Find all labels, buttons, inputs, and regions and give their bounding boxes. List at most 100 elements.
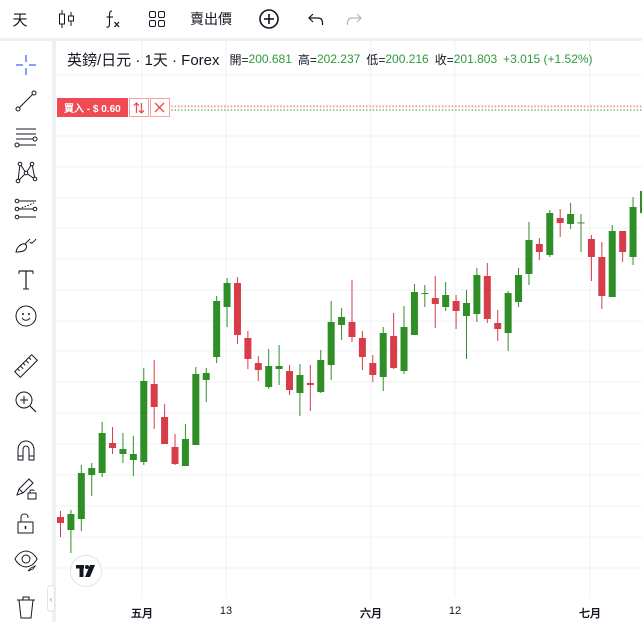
chevron-left-icon: ‹: [49, 593, 53, 604]
candle-up: [400, 327, 408, 371]
candle-down: [556, 218, 564, 223]
candle-down: [171, 447, 179, 464]
candle-up: [421, 293, 429, 294]
high-label: 高=: [297, 52, 317, 67]
candle-down: [587, 239, 595, 257]
candle-up: [546, 213, 554, 255]
pencil-lock-icon: [16, 478, 37, 500]
tool-pattern[interactable]: [10, 157, 42, 187]
reverse-arrows-icon: [133, 101, 145, 114]
tool-measure[interactable]: [10, 351, 42, 381]
candle-down: [306, 383, 314, 385]
brush-icon: [15, 238, 37, 253]
trend-line-icon: [15, 90, 37, 112]
tool-brush[interactable]: [10, 229, 42, 259]
tool-hide-drawings[interactable]: [10, 545, 42, 575]
tradingview-logo-icon: [76, 565, 95, 577]
candle-down: [233, 283, 241, 335]
chart-pane[interactable]: 英鎊/日元 · 1天 · Forex 開= 200.681 高= 202.237…: [56, 41, 642, 622]
collapse-toolbar-button[interactable]: ‹: [47, 585, 55, 612]
fx-icon: [106, 10, 120, 28]
candle-down: [244, 338, 252, 359]
tool-projection[interactable]: [10, 194, 42, 224]
text-icon: [18, 270, 34, 290]
candle-up: [629, 207, 637, 257]
add-compare-button[interactable]: [257, 0, 281, 38]
candle-down: [619, 231, 627, 252]
time-axis-label: 13: [219, 605, 233, 617]
candle-down: [57, 517, 64, 523]
close-icon: [154, 102, 165, 113]
tool-stay-in-drawing-mode[interactable]: [10, 473, 42, 503]
candle-up: [473, 275, 481, 314]
candle-up: [515, 275, 523, 302]
candle-down: [598, 257, 606, 296]
tool-text[interactable]: [10, 265, 42, 295]
candle-down: [150, 384, 158, 407]
candle-up: [77, 473, 85, 519]
candle-down: [348, 322, 356, 337]
pattern-icon: [15, 161, 38, 184]
symbol-legend: 英鎊/日元 · 1天 · Forex 開= 200.681 高= 202.237…: [67, 47, 593, 71]
tool-crosshair[interactable]: [10, 50, 42, 80]
candle-up: [213, 301, 221, 357]
cancel-order-button[interactable]: [149, 98, 170, 117]
candle-up: [577, 222, 585, 224]
tool-fib-retracement[interactable]: [10, 122, 42, 152]
close-label: 收=: [434, 52, 454, 67]
buy-order-label[interactable]: 買入 - $ 0.60: [57, 98, 128, 117]
candle-up: [296, 375, 304, 393]
chart-type-button[interactable]: [55, 0, 79, 38]
undo-icon: [308, 13, 324, 25]
tool-lock-drawings[interactable]: [10, 508, 42, 538]
candle-up: [567, 214, 575, 224]
candle-up: [275, 366, 283, 369]
grid-layout-icon: [149, 11, 165, 27]
tool-magnet[interactable]: [10, 436, 42, 466]
symbol-title[interactable]: 英鎊/日元 · 1天 · Forex: [67, 51, 220, 69]
candle-down: [431, 298, 439, 304]
candle-up: [119, 449, 127, 454]
indicators-button[interactable]: [101, 0, 125, 38]
reverse-order-button[interactable]: [128, 98, 149, 117]
change-value: +3.015 (+1.52%): [503, 52, 593, 66]
redo-button[interactable]: [342, 0, 366, 38]
magnet-icon: [17, 440, 35, 461]
candle-down: [390, 336, 398, 368]
candle-up: [525, 240, 533, 274]
tradingview-logo[interactable]: [70, 555, 102, 587]
candle-up: [265, 366, 273, 387]
tool-emoji[interactable]: [10, 301, 42, 331]
candle-up: [442, 295, 450, 307]
tool-zoom-in[interactable]: [10, 387, 42, 417]
candle-up: [608, 231, 616, 297]
price-source-button[interactable]: 賣出價: [186, 0, 236, 38]
tool-trend-line[interactable]: [10, 86, 42, 116]
candles-icon: [59, 10, 74, 28]
candle-down: [254, 363, 262, 370]
ruler-icon: [13, 353, 39, 379]
redo-icon: [346, 13, 362, 25]
candle-down: [369, 363, 377, 375]
candle-up: [317, 360, 325, 392]
projection-icon: [14, 198, 38, 220]
smiley-icon: [15, 305, 37, 327]
lock-open-icon: [17, 513, 34, 534]
price-source-label: 賣出價: [190, 11, 232, 27]
candle-up: [98, 433, 106, 473]
candle-up: [327, 322, 335, 365]
top-toolbar: 天 賣出價: [0, 0, 642, 38]
open-value: 200.681: [248, 52, 292, 66]
candle-up: [140, 381, 148, 462]
candlestick-plot[interactable]: [56, 41, 642, 622]
candle-down: [161, 417, 169, 444]
buy-order-line[interactable]: 買入 - $ 0.60: [57, 98, 170, 117]
tool-remove-drawings[interactable]: [10, 592, 42, 622]
time-axis-label: 六月: [360, 608, 382, 620]
crosshair-icon: [16, 55, 36, 75]
candle-down: [535, 244, 543, 252]
fib-icon: [14, 128, 38, 148]
undo-button[interactable]: [304, 0, 328, 38]
layout-button[interactable]: [145, 0, 169, 38]
interval-button[interactable]: 天: [8, 0, 32, 38]
